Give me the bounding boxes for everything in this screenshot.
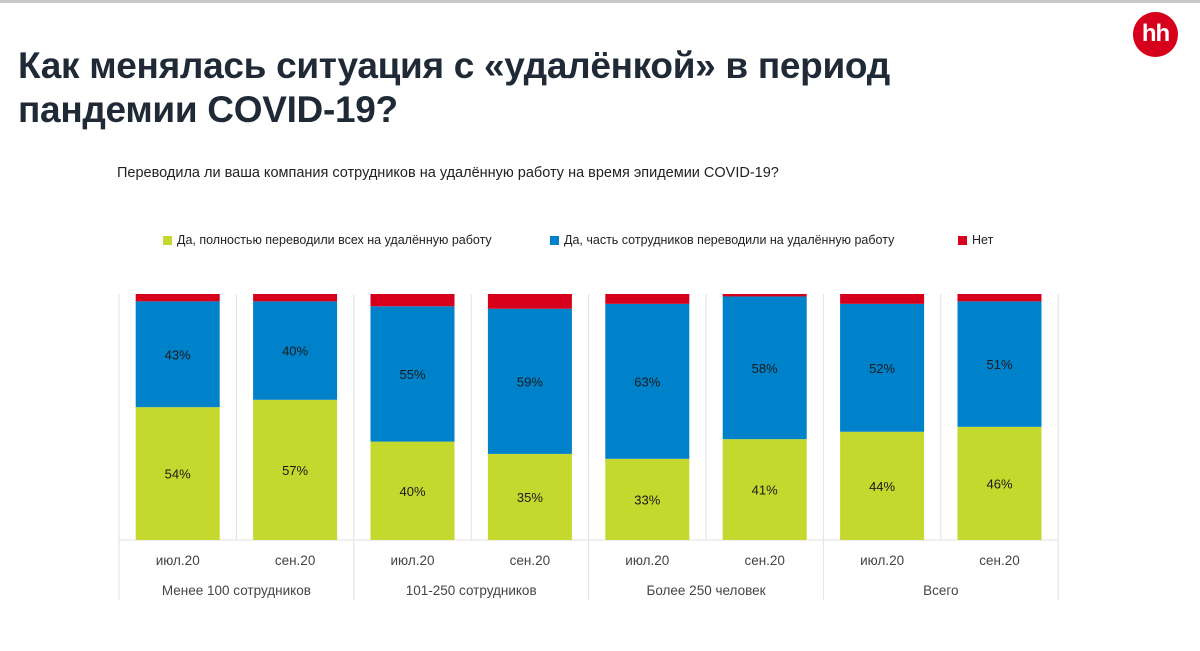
bar-segment xyxy=(487,308,572,454)
data-label: 44% xyxy=(869,479,895,494)
legend-swatch xyxy=(958,235,967,245)
x-tick-label: сен.20 xyxy=(275,553,315,568)
legend-label: Нет xyxy=(972,233,994,247)
bar-segment xyxy=(957,294,1042,302)
x-tick-label: сен.20 xyxy=(510,553,550,568)
group-label: Более 250 человек xyxy=(646,583,765,598)
data-label: 35% xyxy=(517,490,543,505)
legend-label: Да, часть сотрудников переводили на удал… xyxy=(564,233,895,247)
bar-segment xyxy=(253,301,338,400)
data-label: 55% xyxy=(399,367,425,382)
legend-swatch xyxy=(163,235,172,245)
data-label: 40% xyxy=(282,344,308,359)
data-label: 59% xyxy=(517,374,543,389)
data-label: 63% xyxy=(634,374,660,389)
chart-title: Переводила ли ваша компания сотрудников … xyxy=(117,165,779,181)
group-label: Менее 100 сотрудников xyxy=(162,583,311,598)
bar-segment xyxy=(370,441,455,540)
bar-segment xyxy=(487,453,572,540)
group-label: 101-250 сотрудников xyxy=(406,583,537,598)
x-tick-label: сен.20 xyxy=(744,553,784,568)
data-label: 46% xyxy=(986,476,1012,491)
data-label: 43% xyxy=(165,347,191,362)
bar-segment xyxy=(605,458,690,540)
bar-segment xyxy=(253,399,338,540)
legend-label: Да, полностью переводили всех на удалённ… xyxy=(177,233,492,247)
x-tick-label: июл.20 xyxy=(156,553,200,568)
group-label: Всего xyxy=(923,583,958,598)
x-tick-label: июл.20 xyxy=(860,553,904,568)
bar-segment xyxy=(957,426,1042,540)
bar-segment xyxy=(135,407,220,540)
page-title: Как менялась ситуация с «удалёнкой» в пе… xyxy=(18,45,890,130)
data-label: 40% xyxy=(399,484,425,499)
data-label: 52% xyxy=(869,361,895,376)
bar-segment xyxy=(135,294,220,302)
bar-segment xyxy=(487,294,572,309)
data-label: 33% xyxy=(634,492,660,507)
data-label: 57% xyxy=(282,463,308,478)
top-border xyxy=(0,0,1200,3)
legend-item-partial: Да, часть сотрудников переводили на удал… xyxy=(550,233,894,247)
bar-segment xyxy=(957,301,1042,427)
bar-segment xyxy=(722,294,807,297)
bar-segment xyxy=(370,294,455,307)
legend-item-full: Да, полностью переводили всех на удалённ… xyxy=(163,233,492,247)
bar-segment xyxy=(370,306,455,442)
x-tick-label: сен.20 xyxy=(979,553,1019,568)
bar-segment xyxy=(135,301,220,408)
data-label: 51% xyxy=(986,357,1012,372)
x-tick-label: июл.20 xyxy=(625,553,669,568)
x-tick-label: июл.20 xyxy=(390,553,434,568)
data-label: 41% xyxy=(752,483,778,498)
bar-segment xyxy=(722,439,807,540)
bar-segment xyxy=(605,294,690,304)
data-label: 54% xyxy=(165,467,191,482)
legend-swatch xyxy=(550,235,559,245)
bar-segment xyxy=(840,294,925,304)
data-label: 58% xyxy=(752,361,778,376)
hh-logo: hh xyxy=(1133,12,1178,57)
bar-segment xyxy=(840,431,925,540)
bar-segment xyxy=(722,296,807,440)
bar-segment xyxy=(605,303,690,459)
bar-segment xyxy=(840,303,925,432)
bar-segment xyxy=(253,294,338,302)
legend-item-no: Нет xyxy=(958,233,993,247)
